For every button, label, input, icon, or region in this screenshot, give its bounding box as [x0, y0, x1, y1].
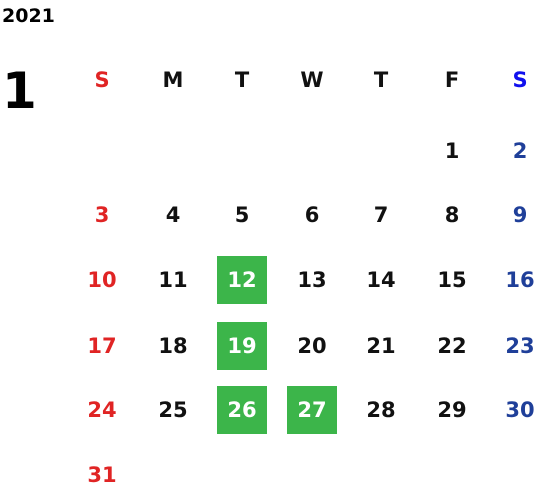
day: 1 — [444, 139, 460, 163]
day: 31 — [87, 463, 117, 487]
weekday: T — [373, 68, 389, 92]
day: 7 — [373, 203, 389, 227]
highlighted-day: 26 — [217, 386, 267, 434]
weekday: M — [162, 68, 184, 92]
day: 5 — [234, 203, 250, 227]
day: 14 — [366, 268, 396, 292]
day: 10 — [87, 268, 117, 292]
day: 23 — [505, 334, 535, 358]
day: 11 — [158, 268, 188, 292]
day: 24 — [87, 398, 117, 422]
highlighted-day: 27 — [287, 386, 337, 434]
day: 15 — [437, 268, 467, 292]
day: 9 — [512, 203, 528, 227]
day: 8 — [444, 203, 460, 227]
day: 25 — [158, 398, 188, 422]
weekday: F — [444, 68, 460, 92]
weekday: T — [234, 68, 250, 92]
day: 13 — [297, 268, 327, 292]
highlighted-day: 19 — [217, 322, 267, 370]
day: 16 — [505, 268, 535, 292]
day: 18 — [158, 334, 188, 358]
day: 4 — [165, 203, 181, 227]
day: 21 — [366, 334, 396, 358]
day: 22 — [437, 334, 467, 358]
day: 29 — [437, 398, 467, 422]
weekday: S — [94, 68, 110, 92]
day: 17 — [87, 334, 117, 358]
day: 20 — [297, 334, 327, 358]
weekday: W — [300, 68, 324, 92]
highlighted-day: 12 — [217, 256, 267, 304]
year: 2021 — [2, 5, 55, 27]
day: 30 — [505, 398, 535, 422]
day: 2 — [512, 139, 528, 163]
day: 28 — [366, 398, 396, 422]
day: 3 — [94, 203, 110, 227]
month: 1 — [2, 62, 37, 120]
weekday: S — [512, 68, 528, 92]
day: 6 — [304, 203, 320, 227]
